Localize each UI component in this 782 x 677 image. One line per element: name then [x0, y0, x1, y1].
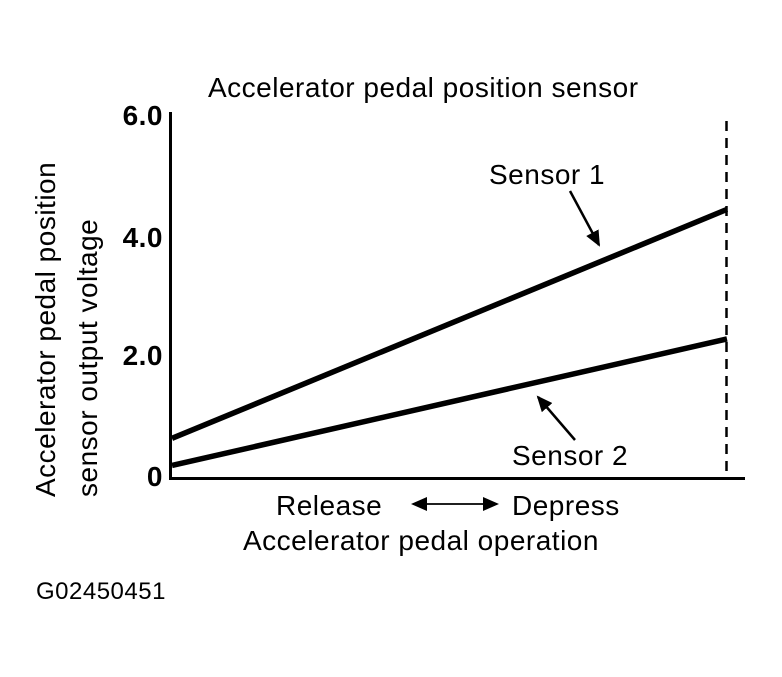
y-tick-4: 4.0 [122, 222, 163, 253]
sensor2-line [171, 336, 728, 469]
series-layer [170, 206, 729, 469]
sensor2-arrow-icon [536, 395, 576, 441]
y-tick-6: 6.0 [122, 100, 163, 131]
y-tick-0: 0 [146, 461, 163, 492]
x-axis-label: Accelerator pedal operation [243, 525, 599, 556]
sensor2-annotation: Sensor 2 [512, 440, 629, 471]
sensor1-arrow-icon [568, 190, 601, 247]
x-depress-label: Depress [512, 490, 620, 521]
sensor1-annotation: Sensor 1 [489, 159, 606, 190]
y-axis-label: Accelerator pedal position sensor output… [25, 57, 113, 497]
sensor1-line [170, 206, 729, 441]
y-axis-label-line2: sensor output voltage [72, 218, 103, 497]
chart-title: Accelerator pedal position sensor [208, 72, 639, 103]
y-tick-2: 2.0 [122, 340, 163, 371]
x-release-label: Release [276, 490, 383, 521]
figure-id-code: G02450451 [36, 578, 166, 605]
y-axis-label-line1: Accelerator pedal position [30, 161, 61, 497]
